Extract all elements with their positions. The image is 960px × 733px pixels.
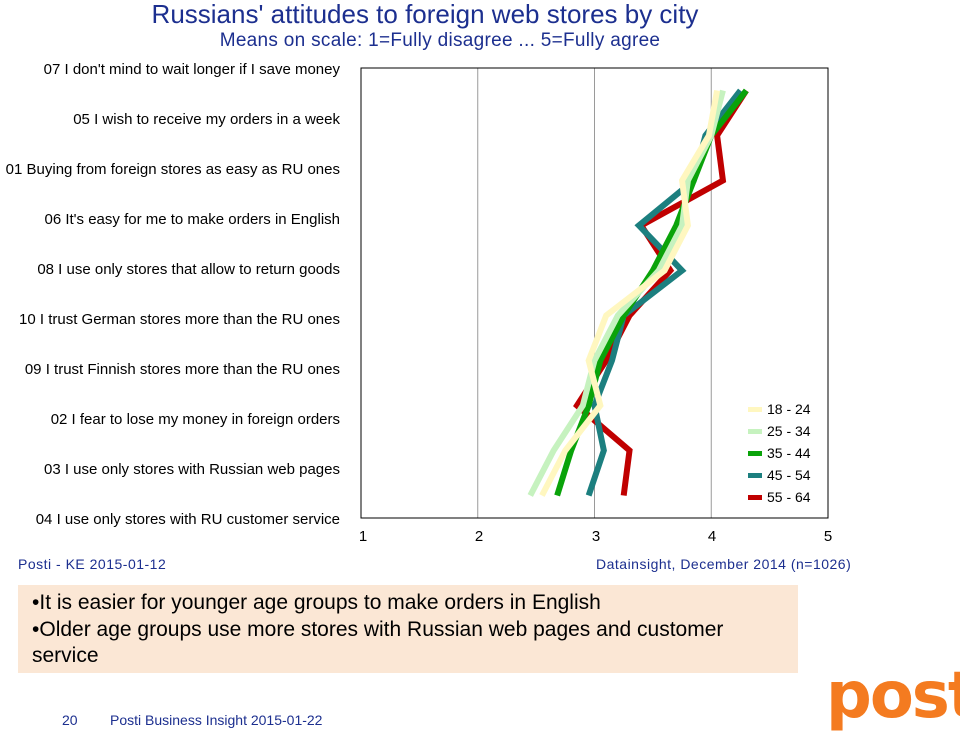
legend-item: 18 - 24 (748, 398, 811, 420)
legend-label: 55 - 64 (767, 489, 811, 505)
legend-label: 25 - 34 (767, 423, 811, 439)
x-tick-label: 3 (591, 528, 601, 545)
category-label: 02 I fear to lose my money in foreign or… (50, 411, 340, 428)
chart-legend: 18 - 24 25 - 34 35 - 44 45 - 54 55 - 64 (746, 398, 820, 508)
note-bullet: •Older age groups use more stores with R… (32, 618, 724, 667)
legend-item: 25 - 34 (748, 420, 811, 442)
legend-item: 55 - 64 (748, 486, 811, 508)
category-label: 08 I use only stores that allow to retur… (37, 261, 340, 278)
category-label: 04 I use only stores with RU customer se… (35, 511, 340, 528)
note-text: Older age groups use more stores with Ru… (32, 618, 724, 667)
x-tick-label: 1 (358, 528, 368, 545)
legend-item: 35 - 44 (748, 442, 811, 464)
footer-source-left: Posti - KE 2015-01-12 (18, 556, 167, 572)
note-text: It is easier for younger age groups to m… (39, 591, 601, 614)
category-label: 03 I use only stores with Russian web pa… (44, 461, 340, 478)
legend-item: 45 - 54 (748, 464, 811, 486)
legend-swatch (748, 428, 762, 434)
x-tick-label: 5 (823, 528, 833, 545)
series-line-18-24 (539, 89, 721, 497)
legend-label: 35 - 44 (767, 445, 811, 461)
plot-frame (360, 67, 829, 519)
footer-source-right: Datainsight, December 2014 (n=1026) (596, 556, 852, 572)
legend-label: 18 - 24 (767, 401, 811, 417)
legend-swatch (748, 450, 762, 456)
legend-swatch (748, 494, 762, 500)
category-label: 01 Buying from foreign stores as easy as… (5, 161, 340, 178)
legend-label: 45 - 54 (767, 467, 811, 483)
chart-subtitle: Means on scale: 1=Fully disagree ... 5=F… (219, 30, 661, 51)
x-tick-label: 4 (707, 528, 717, 545)
series-line-25-34 (527, 89, 726, 497)
category-label: 10 I trust German stores more than the R… (19, 311, 340, 328)
notes-box: •It is easier for younger age groups to … (18, 585, 798, 673)
legend-swatch (748, 472, 762, 478)
page-number: 20 (62, 712, 78, 728)
page-footer-label: Posti Business Insight 2015-01-22 (110, 712, 323, 728)
category-label: 05 I wish to receive my orders in a week (73, 111, 340, 128)
x-tick-label: 2 (474, 528, 484, 545)
category-label: 06 It's easy for me to make orders in En… (44, 211, 341, 228)
category-label: 09 I trust Finnish stores more than the … (24, 361, 340, 378)
chart-title: Russians' attitudes to foreign web store… (151, 0, 699, 29)
category-label: 07 I don't mind to wait longer if I save… (43, 61, 340, 78)
legend-swatch (748, 406, 762, 412)
posti-logo: posti (826, 659, 960, 733)
note-bullet: •It is easier for younger age groups to … (32, 591, 601, 614)
